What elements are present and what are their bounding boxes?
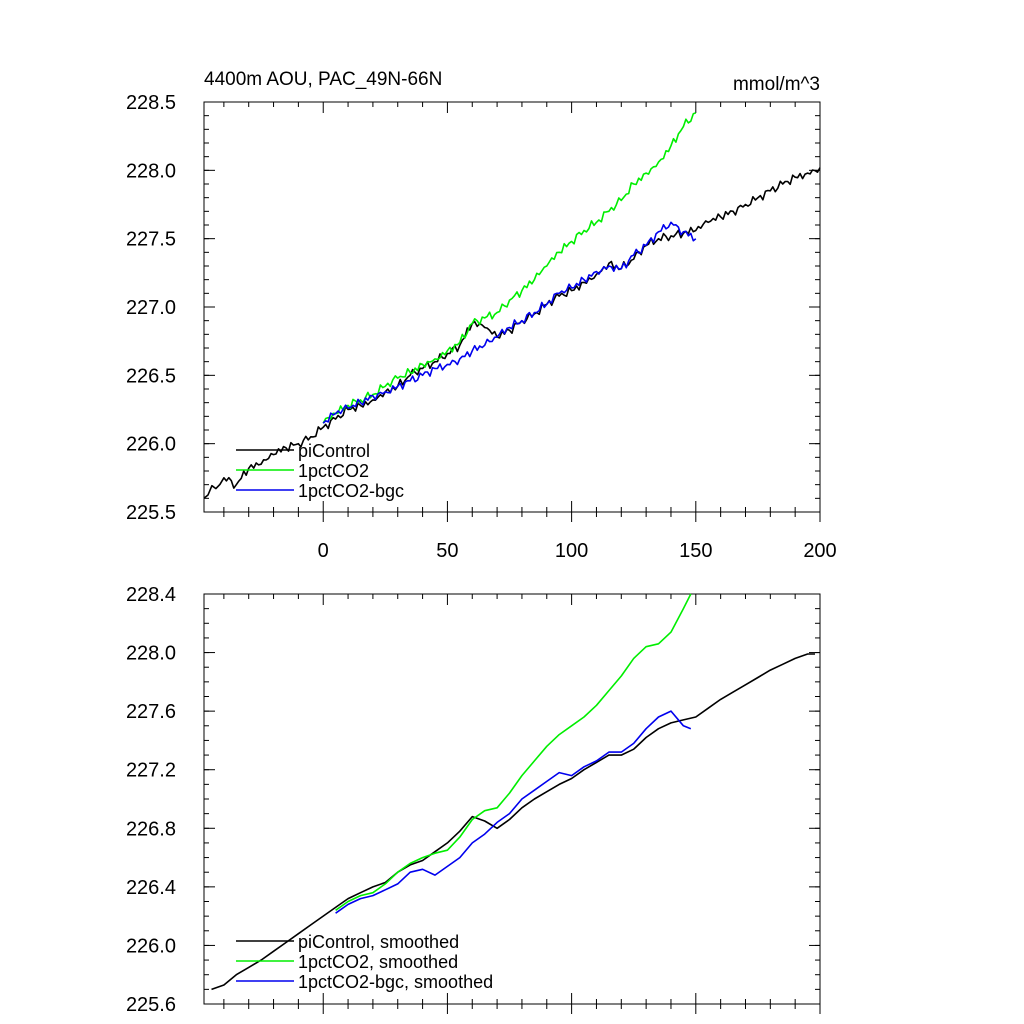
series-line-2 xyxy=(335,593,692,911)
y-tick-label: 226.5 xyxy=(126,365,176,387)
plot-frame xyxy=(203,101,821,513)
chart-title: 4400m AOU, PAC_49N-66N xyxy=(204,69,442,90)
y-tick-label: 228.0 xyxy=(126,160,176,182)
legend-label: 1pctCO2 xyxy=(298,461,369,481)
legend-label: 1pctCO2, smoothed xyxy=(298,952,458,972)
y-tick-label: 226.8 xyxy=(126,818,176,840)
x-tick-label: 0 xyxy=(318,540,329,562)
y-tick-label: 226.0 xyxy=(126,935,176,957)
x-tick-label: 100 xyxy=(555,540,588,562)
y-tick-label: 226.0 xyxy=(126,434,176,456)
legend-label: 1pctCO2-bgc xyxy=(298,481,404,501)
series-line-1 xyxy=(211,653,815,991)
top-panel: 225.5 226.0 226.5 227.0 227.5 228.0 228.5 0 50 10… xyxy=(126,92,837,562)
y-tick-label: 227.6 xyxy=(126,701,176,723)
series-line-2 xyxy=(322,112,697,424)
series-line-1 xyxy=(203,167,821,499)
x-tick-label: 200 xyxy=(803,540,836,562)
y-tick-label: 225.5 xyxy=(126,502,176,524)
series-line-3 xyxy=(322,221,697,424)
y-tick-label: 226.4 xyxy=(126,877,176,899)
y-tick-label: 227.2 xyxy=(126,760,176,782)
y-tick-label: 228.4 xyxy=(126,584,176,606)
legend-label: piControl xyxy=(298,441,370,461)
series-line-3 xyxy=(335,710,692,914)
legend-label: piControl, smoothed xyxy=(298,932,459,952)
y-tick-label: 228.5 xyxy=(126,92,176,114)
bottom-panel: 225.6 226.0 226.4 226.8 227.2 227.6 228.0 228.4… xyxy=(126,584,821,1016)
y-tick-label: 228.0 xyxy=(126,643,176,665)
x-tick-label: 50 xyxy=(436,540,458,562)
x-tick-label: 150 xyxy=(679,540,712,562)
legend-label: 1pctCO2-bgc, smoothed xyxy=(298,972,493,992)
units-label: mmol/m^3 xyxy=(733,74,820,95)
y-tick-label: 225.6 xyxy=(126,994,176,1016)
y-tick-label: 227.5 xyxy=(126,229,176,251)
y-tick-label: 227.0 xyxy=(126,297,176,319)
plot-frame xyxy=(203,593,821,1005)
